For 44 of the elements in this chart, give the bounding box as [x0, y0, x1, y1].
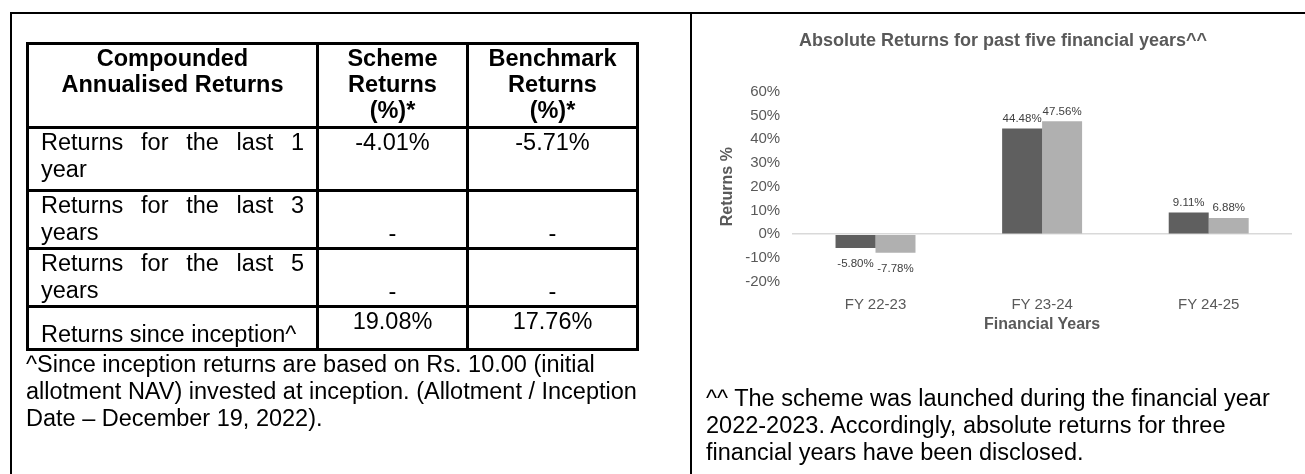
- y-tick-label: 20%: [750, 176, 781, 194]
- y-tick-label: -20%: [745, 271, 781, 289]
- category-label: Returns since inception^: [27, 306, 318, 350]
- data-label: 9.11%: [1172, 196, 1205, 209]
- data-label: 47.56%: [1042, 104, 1082, 117]
- y-tick-label: 60%: [750, 81, 781, 99]
- legend-label: Benchmark Returns (%)*: [467, 43, 638, 128]
- data-label: 6.88%: [1212, 201, 1245, 214]
- data-label: -5.80%: [837, 256, 874, 269]
- y-tick-label: -10%: [745, 248, 781, 266]
- y-tick-label: 10%: [750, 200, 781, 218]
- x-tick-label: FY 23-24: [1011, 294, 1073, 312]
- y-tick-label: 50%: [750, 105, 781, 123]
- data-label: -: [317, 190, 468, 249]
- data-label: 44.48%: [1002, 111, 1042, 124]
- data-label: 19.08%: [317, 306, 468, 350]
- bar: [1002, 128, 1043, 234]
- bar: [875, 235, 916, 253]
- data-label: -5.71%: [467, 127, 638, 191]
- category-label: Returns for the last 5 years: [27, 248, 318, 307]
- bar: [1168, 212, 1209, 234]
- bar: [835, 235, 876, 249]
- bar: [1042, 121, 1083, 234]
- text: ^^ The scheme was launched during the financial year 2022-2023. Accordingly, absolute returns for three financial years have been disclosed.: [706, 385, 1271, 466]
- text: ^Since inception returns are based on Rs. 10.00 (initial allotment NAV) invested at inception. (Allotment / Inception Date – December 19, 2022).: [26, 351, 638, 432]
- y-tick-label: 0%: [758, 224, 781, 242]
- y-axis-title: Returns %: [718, 147, 736, 227]
- data-label: 17.76%: [467, 306, 638, 350]
- data-label: -7.78%: [877, 261, 914, 274]
- category-label: Returns for the last 1 year: [27, 127, 318, 191]
- x-axis-title: Financial Years: [984, 314, 1101, 332]
- text: Compounded Annualised Returns: [27, 43, 318, 128]
- chart-title: Absolute Returns for past five financial years^^: [798, 29, 1208, 50]
- data-label: -4.01%: [317, 127, 468, 191]
- legend-label: Scheme Returns (%)*: [317, 43, 468, 128]
- category-label: Returns for the last 3 years: [27, 190, 318, 249]
- y-tick-label: 30%: [750, 153, 781, 171]
- y-tick-label: 40%: [750, 129, 781, 147]
- bar: [1208, 217, 1249, 234]
- data-label: -: [467, 248, 638, 307]
- x-tick-label: FY 24-25: [1177, 294, 1240, 312]
- data-label: -: [467, 190, 638, 249]
- data-label: -: [317, 248, 468, 307]
- x-tick-label: FY 22-23: [844, 294, 907, 312]
